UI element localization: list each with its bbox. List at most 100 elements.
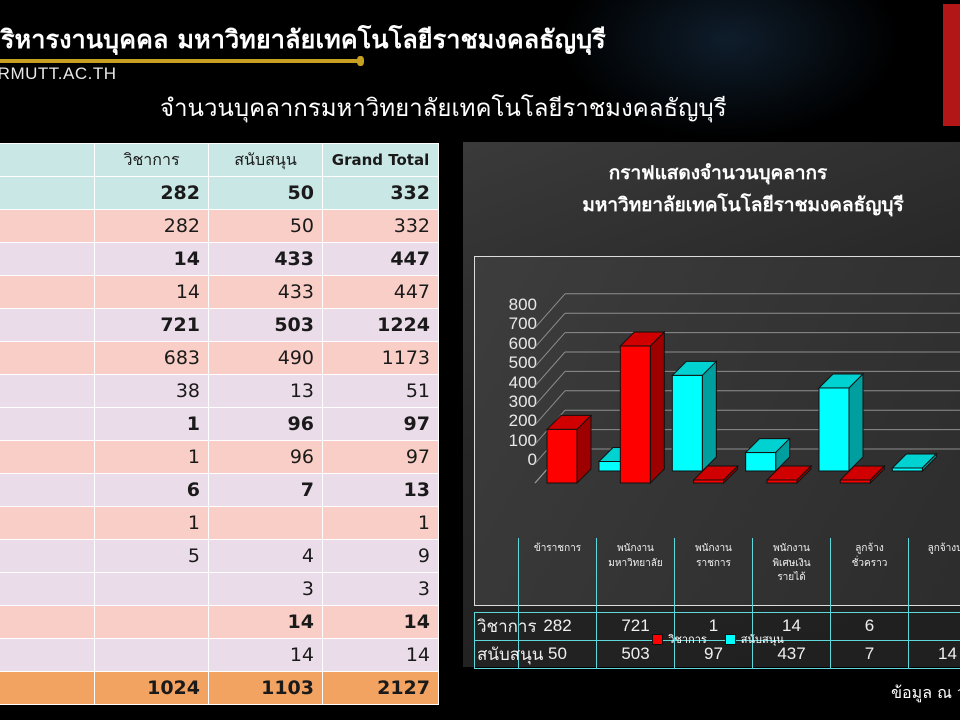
row-label-cell: tal (0, 671, 95, 705)
row-label-cell (0, 242, 95, 276)
org-title: กองบริหารงานบุคคล มหาวิทยาลัยเทคโนโลยีรา… (0, 25, 606, 54)
chart-category-label: ลูกจ้างปร (908, 538, 960, 612)
cell-sanapsanun: 433 (208, 275, 323, 309)
table-row: 14 433 447 (0, 242, 439, 276)
cell-vichakan: 282 (94, 176, 209, 210)
cell-grand-total: 332 (322, 209, 439, 243)
cell-grand-total: 14 (322, 638, 439, 672)
row-label-cell (0, 506, 95, 540)
y-tick: 0 (527, 450, 537, 470)
row-label-cell (0, 275, 95, 309)
cell-sanapsanun: 96 (208, 407, 323, 441)
row-label-cell (0, 407, 95, 441)
chart-category-label: พนักงาน พิเศษเงิน รายได้ (752, 538, 831, 612)
legend-swatch (724, 633, 736, 645)
row-label-cell: าสตร์ (0, 374, 95, 408)
chart-value-cell: 282 (518, 611, 597, 641)
cell-vichakan: 282 (94, 209, 209, 243)
chart-data-table: ข้าราชการ พนักงาน มหาวิทยาลัย พนักงาน ราชการ… (474, 538, 960, 669)
y-tick: 200 (508, 411, 537, 431)
chart-value-cell: 1 (674, 611, 753, 641)
legend-swatch (652, 633, 664, 645)
chart-table-row: วิชาการ 282 721 1 14 6 (474, 611, 960, 641)
cell-grand-total: 97 (322, 407, 439, 441)
y-tick: 600 (508, 333, 537, 353)
cell-vichakan: 1 (94, 407, 209, 441)
chart-panel: กราฟแสดงจำนวนบุคลากร มหาวิทยาลัยเทคโนโลย… (463, 142, 960, 669)
cell-grand-total: 2127 (322, 671, 439, 705)
cell-grand-total: 13 (322, 473, 439, 507)
cell-sanapsanun: 14 (208, 638, 323, 672)
chart-title: กราฟแสดงจำนวนบุคลากร (608, 162, 828, 184)
y-tick: 100 (508, 430, 537, 450)
cell-sanapsanun: 503 (208, 308, 323, 342)
row-label-cell (0, 209, 95, 243)
cell-sanapsanun: 50 (208, 176, 323, 210)
row-label-cell (0, 605, 95, 639)
cell-grand-total: 97 (322, 440, 439, 474)
y-axis-tick-labels: 800 700 600 500 400 300 200 100 0 (481, 295, 537, 470)
header-rule (0, 59, 362, 63)
cell-grand-total: 3 (322, 572, 439, 606)
slide-subtitle: จำนวนบุคลากรมหาวิทยาลัยเทคโนโลยีราชมงคลธ… (160, 94, 727, 122)
chart-category-label: ข้าราชการ (518, 538, 597, 612)
cell-vichakan: 1 (94, 440, 209, 474)
cell-sanapsanun: 1103 (208, 671, 323, 705)
y-tick: 700 (508, 314, 537, 334)
table-row: 282 50 332 (0, 209, 439, 243)
chart-table-category-row: ข้าราชการ พนักงาน มหาวิทยาลัย พนักงาน ราชการ… (475, 538, 960, 612)
table-row: 721 503 1224 (0, 308, 439, 342)
cell-sanapsanun: 7 (208, 473, 323, 507)
legend-item: สนับสนุน (724, 630, 784, 648)
cell-sanapsanun: 50 (208, 209, 323, 243)
cell-sanapsanun: 14 (208, 605, 323, 639)
row-label-cell: าสตร์ (0, 572, 95, 606)
cell-vichakan: 1024 (94, 671, 209, 705)
cell-sanapsanun (208, 506, 323, 540)
corner-cell (475, 538, 519, 612)
cell-vichakan (94, 638, 209, 672)
pivot-col-header: สนับสนุน (208, 143, 323, 177)
pivot-col-header: กร (0, 143, 95, 177)
y-tick: 400 (508, 372, 537, 392)
cell-vichakan: 6 (94, 473, 209, 507)
table-row: 1 96 97 (0, 440, 439, 474)
table-row: าสตร์ 33 (0, 572, 439, 606)
row-label-cell (0, 308, 95, 342)
table-row: 282 50 332 (0, 176, 439, 210)
cell-sanapsanun: 96 (208, 440, 323, 474)
chart-category-label: พนักงาน มหาวิทยาลัย (596, 538, 675, 612)
pivot-col-header: Grand Total (322, 143, 439, 177)
table-row: 683 490 1173 (0, 341, 439, 375)
table-row: 6 7 13 (0, 473, 439, 507)
table-row: 1 96 97 (0, 407, 439, 441)
y-tick: 300 (508, 391, 537, 411)
cell-grand-total: 51 (322, 374, 439, 408)
chart-value-cell: 97 (674, 639, 753, 669)
cell-vichakan: 5 (94, 539, 209, 573)
cell-grand-total: 1224 (322, 308, 439, 342)
chart-series-label: สนับสนุน (474, 639, 543, 669)
row-label-cell (0, 341, 95, 375)
cell-sanapsanun: 13 (208, 374, 323, 408)
chart-table-row: สนับสนุน 50 503 97 437 7 14 (474, 639, 960, 669)
table-row: 14 14 (0, 638, 439, 672)
chart-category-label: ลูกจ้าง ชั่วคราว (830, 538, 909, 612)
row-label-cell (0, 473, 95, 507)
row-label-cell (0, 176, 95, 210)
cell-vichakan: 14 (94, 242, 209, 276)
cell-grand-total: 447 (322, 242, 439, 276)
chart-subtitle: มหาวิทยาลัยเทคโนโลยีราชมงคลธัญบุรี (582, 194, 904, 216)
table-row: 14 14 (0, 605, 439, 639)
bar-series-svg: 282507215031971443767 (534, 293, 960, 485)
chart-legend: วิชาการ สนับสนุน (463, 630, 960, 648)
legend-label: สนับสนุน (740, 633, 784, 646)
header-rule-marker (357, 56, 364, 66)
cell-sanapsanun: 4 (208, 539, 323, 573)
